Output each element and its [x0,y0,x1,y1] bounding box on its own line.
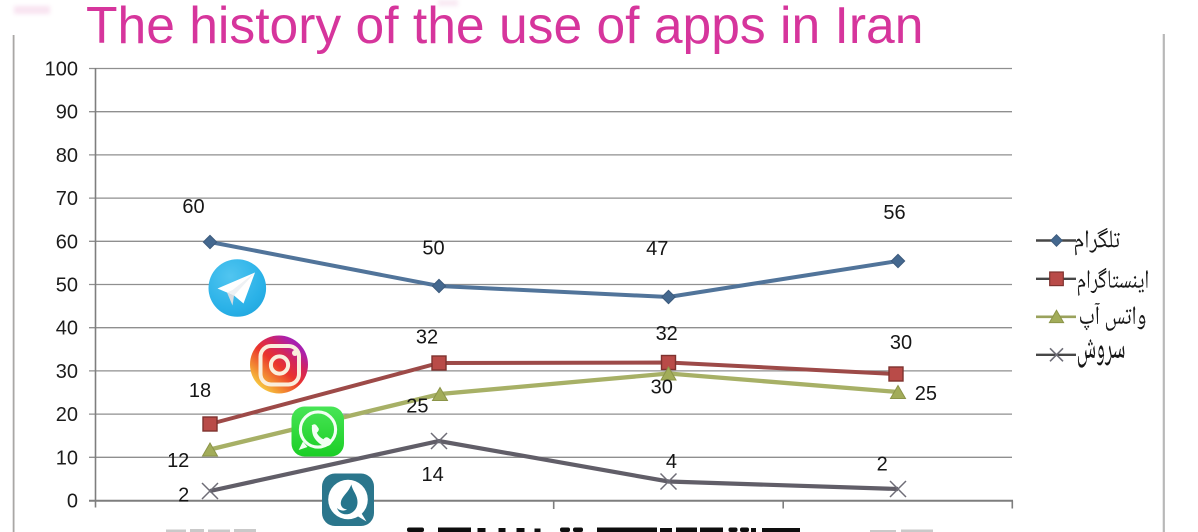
svg-text:20: 20 [56,404,78,426]
svg-text:47: 47 [646,238,668,260]
svg-text:25: 25 [915,383,937,405]
svg-text:30: 30 [56,361,78,383]
svg-text:14: 14 [421,464,443,486]
svg-text:0: 0 [67,491,78,513]
svg-text:80: 80 [56,145,78,167]
svg-text:56: 56 [883,202,905,224]
svg-text:40: 40 [56,318,78,340]
svg-text:25: 25 [406,395,428,417]
svg-text:30: 30 [890,332,912,354]
svg-text:18: 18 [189,380,211,402]
svg-text:70: 70 [56,188,78,210]
svg-text:50: 50 [56,275,78,297]
svg-text:50: 50 [422,238,444,260]
svg-text:60: 60 [182,196,204,218]
svg-text:90: 90 [56,102,78,124]
svg-text:4: 4 [666,451,677,473]
svg-text:2: 2 [877,453,888,475]
svg-text:30: 30 [651,376,673,398]
svg-text:12: 12 [167,450,189,472]
svg-text:32: 32 [416,327,438,349]
svg-text:10: 10 [56,447,78,469]
svg-text:100: 100 [45,59,78,81]
svg-text:60: 60 [56,231,78,253]
svg-text:2: 2 [178,485,189,507]
svg-text:32: 32 [656,323,678,345]
